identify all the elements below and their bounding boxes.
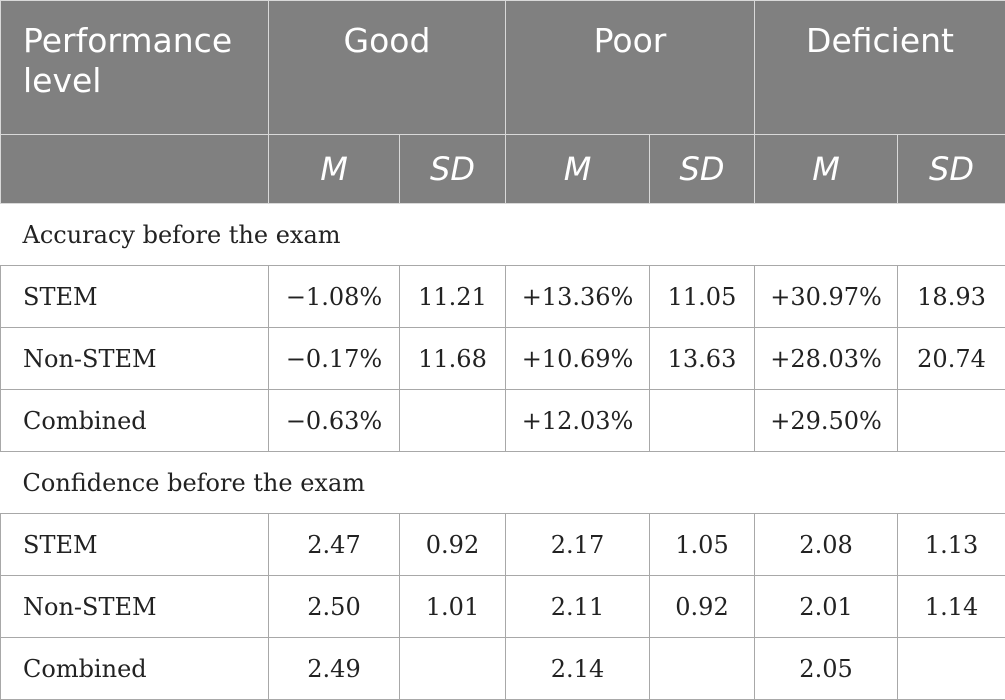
cell-value: +30.97% [755,266,898,328]
cell-value: 2.01 [755,576,898,638]
header-row-groups: Performance level Good Poor Deficient [1,1,1005,135]
cell-value: 1.01 [400,576,506,638]
table-row: Combined −0.63% +12.03% +29.50% [1,390,1005,452]
header-deficient-sd: SD [898,135,1005,204]
cell-value: 2.50 [269,576,400,638]
cell-value [400,638,506,700]
header-group-good: Good [269,1,506,135]
cell-value [650,638,755,700]
cell-value: +12.03% [506,390,650,452]
cell-value [650,390,755,452]
cell-value: 1.05 [650,514,755,576]
table-row: STEM 2.47 0.92 2.17 1.05 2.08 1.13 [1,514,1005,576]
cell-value: 0.92 [650,576,755,638]
cell-value: −0.17% [269,328,400,390]
header-empty-cell [1,135,269,204]
cell-value: 20.74 [898,328,1005,390]
header-performance-level: Performance level [1,1,269,135]
row-label: Combined [1,390,269,452]
cell-value: 11.05 [650,266,755,328]
cell-value: 2.14 [506,638,650,700]
cell-value: 1.13 [898,514,1005,576]
table-row: STEM −1.08% 11.21 +13.36% 11.05 +30.97% … [1,266,1005,328]
header-group-poor: Poor [506,1,755,135]
section-title: Confidence before the exam [1,452,1005,514]
cell-value: 2.08 [755,514,898,576]
cell-value [400,390,506,452]
cell-value: 2.11 [506,576,650,638]
table-row: Non-STEM −0.17% 11.68 +10.69% 13.63 +28.… [1,328,1005,390]
header-good-sd: SD [400,135,506,204]
row-label: Combined [1,638,269,700]
cell-value: −1.08% [269,266,400,328]
header-poor-sd: SD [650,135,755,204]
header-row-stats: M SD M SD M SD [1,135,1005,204]
header-deficient-mean: M [755,135,898,204]
cell-value: 1.14 [898,576,1005,638]
cell-value: +28.03% [755,328,898,390]
section-title: Accuracy before the exam [1,204,1005,266]
cell-value: 2.47 [269,514,400,576]
cell-value [898,638,1005,700]
cell-value: +10.69% [506,328,650,390]
cell-value: 13.63 [650,328,755,390]
table-row: Non-STEM 2.50 1.01 2.11 0.92 2.01 1.14 [1,576,1005,638]
section-row-confidence: Confidence before the exam [1,452,1005,514]
section-row-accuracy: Accuracy before the exam [1,204,1005,266]
cell-value: 11.68 [400,328,506,390]
row-label: Non-STEM [1,328,269,390]
cell-value: 11.21 [400,266,506,328]
header-group-deficient: Deficient [755,1,1005,135]
cell-value: 2.17 [506,514,650,576]
cell-value: +13.36% [506,266,650,328]
table-row: Combined 2.49 2.14 2.05 [1,638,1005,700]
header-poor-mean: M [506,135,650,204]
row-label: Non-STEM [1,576,269,638]
cell-value: 2.05 [755,638,898,700]
cell-value: 18.93 [898,266,1005,328]
header-good-mean: M [269,135,400,204]
cell-value: 0.92 [400,514,506,576]
cell-value: 2.49 [269,638,400,700]
cell-value: −0.63% [269,390,400,452]
row-label: STEM [1,266,269,328]
cell-value [898,390,1005,452]
cell-value: +29.50% [755,390,898,452]
row-label: STEM [1,514,269,576]
